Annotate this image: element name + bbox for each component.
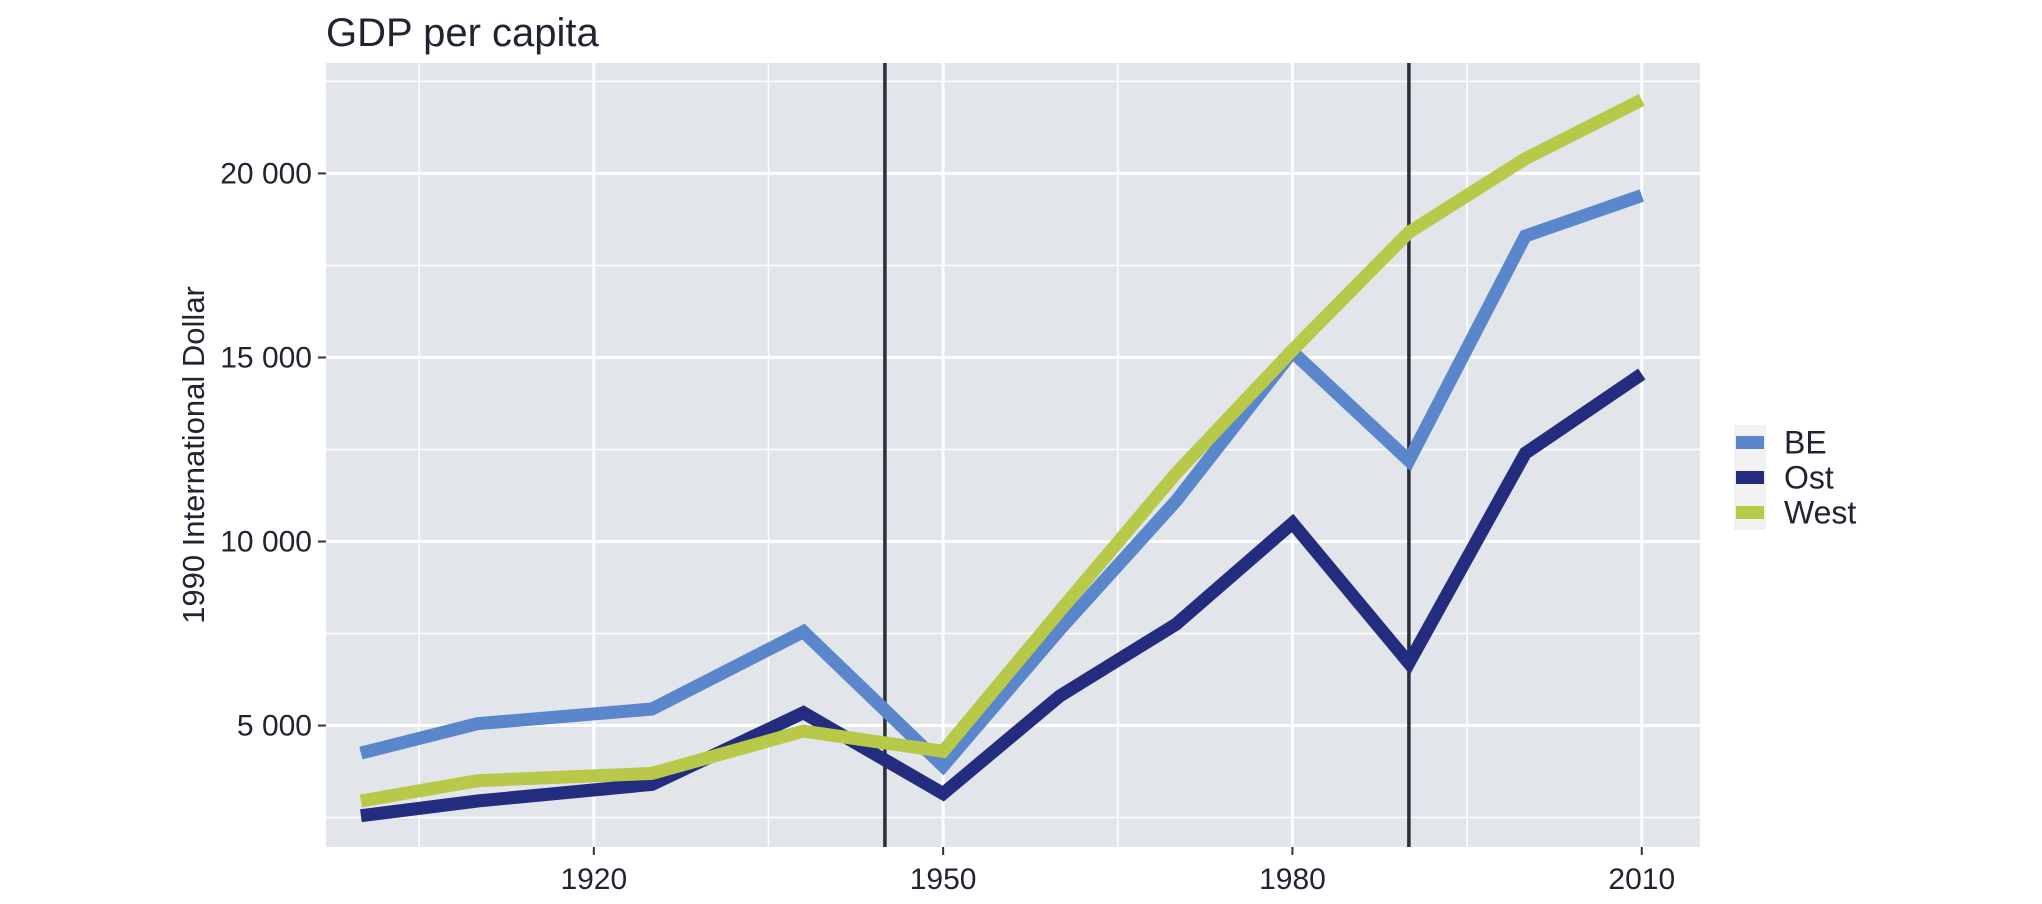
series-line-be	[359, 189, 1644, 776]
legend-label-ost: Ost	[1784, 460, 1834, 496]
y-axis-title: 1990 International Dollar	[176, 286, 211, 624]
x-tick-label: 1920	[560, 863, 627, 896]
series-lines	[359, 93, 1646, 823]
y-tick-label: 15 000	[220, 341, 312, 374]
x-tick-label: 1980	[1259, 863, 1326, 896]
legend-label-be: BE	[1784, 425, 1827, 461]
x-tick-label: 2010	[1608, 863, 1675, 896]
series-line-ost	[360, 368, 1646, 823]
x-tick-label: 1950	[910, 863, 977, 896]
y-tick-label: 5 000	[237, 710, 312, 743]
x-axis: 1920 1950 1980 2010	[560, 847, 1675, 896]
minor-gridlines	[326, 63, 1700, 847]
y-tick-label: 20 000	[220, 157, 312, 190]
y-tick-label: 10 000	[220, 525, 312, 558]
series-line-west	[359, 93, 1645, 808]
y-axis: 5 000 10 000 15 000 20 000	[220, 157, 326, 743]
legend-label-west: West	[1784, 495, 1856, 531]
chart-title: GDP per capita	[326, 11, 599, 55]
